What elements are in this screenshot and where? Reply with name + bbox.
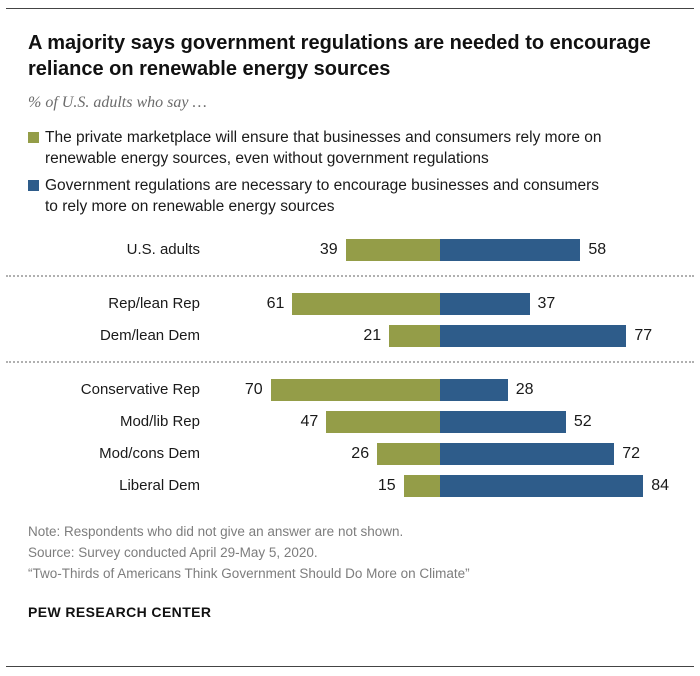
government-value-label: 58: [588, 240, 607, 258]
brand-label: PEW RESEARCH CENTER: [28, 604, 212, 621]
private-bar: [403, 474, 440, 497]
private-bar: [326, 410, 440, 433]
category-label: Liberal Dem: [119, 476, 200, 494]
category-label: Conservative Rep: [80, 380, 200, 398]
note-line: Note: Respondents who did not give an an…: [28, 523, 404, 539]
legend: The private marketplace will ensure that…: [28, 128, 672, 218]
legend-label-private: The private marketplace will ensure that…: [45, 129, 602, 167]
bar-row: Mod/cons Dem 26 72: [28, 442, 672, 466]
private-bar: [377, 442, 440, 465]
private-value-label: 47: [300, 412, 319, 430]
source-line: Source: Survey conducted April 29-May 5,…: [28, 544, 318, 560]
government-value-label: 28: [515, 380, 534, 398]
bar-row: Liberal Dem 15 84: [28, 474, 672, 498]
category-label: Mod/lib Rep: [119, 412, 200, 430]
government-bar: [440, 410, 566, 433]
private-value-label: 15: [377, 476, 396, 494]
government-bar: [440, 238, 581, 261]
private-bar: [389, 324, 440, 347]
government-bar: [440, 442, 615, 465]
bar-row: Mod/lib Rep 47 52: [28, 410, 672, 434]
chart-notes: Note: Respondents who did not give an an…: [28, 522, 672, 585]
government-bar: [440, 324, 627, 347]
private-value-label: 39: [319, 240, 338, 258]
legend-item-private-marketplace: The private marketplace will ensure that…: [28, 128, 672, 170]
category-label: Mod/cons Dem: [99, 444, 200, 462]
bar-row: Conservative Rep 70 28: [28, 378, 672, 402]
category-label: Dem/lean Dem: [99, 326, 200, 344]
government-value-label: 37: [537, 294, 556, 312]
government-value-label: 52: [573, 412, 592, 430]
bar-row: Rep/lean Rep 61 37: [28, 292, 672, 316]
government-value-label: 72: [622, 444, 641, 462]
group-divider: [6, 274, 694, 277]
private-value-label: 26: [351, 444, 370, 462]
government-bar: [440, 292, 530, 315]
chart-subtitle: % of U.S. adults who say …: [28, 94, 207, 111]
page-title: A majority says government regulations a…: [28, 32, 651, 80]
bar-row: Dem/lean Dem 21 77: [28, 324, 672, 348]
category-label: U.S. adults: [126, 240, 200, 258]
legend-label-government: Government regulations are necessary to …: [45, 176, 600, 215]
legend-swatch-government-icon: [28, 179, 39, 191]
private-bar: [292, 292, 440, 315]
legend-swatch-private-icon: [28, 132, 39, 143]
private-value-label: 21: [363, 326, 382, 344]
government-value-label: 77: [634, 326, 653, 344]
bar-row: U.S. adults 39 58: [28, 238, 672, 262]
private-bar: [270, 378, 440, 401]
page: A majority says government regulations a…: [6, 32, 694, 621]
government-bar: [440, 474, 644, 497]
group-divider: [6, 360, 694, 363]
private-value-label: 61: [266, 294, 285, 312]
top-rule: [6, 8, 694, 9]
government-value-label: 84: [651, 476, 670, 494]
government-bar: [440, 378, 508, 401]
private-value-label: 70: [244, 380, 263, 398]
chart: U.S. adults 39 58 Rep/lean Rep 61 37 Dem/lean …: [6, 238, 694, 498]
bottom-rule: [6, 666, 694, 667]
category-label: Rep/lean Rep: [108, 294, 200, 312]
private-bar: [345, 238, 440, 261]
report-title-line: “Two-Thirds of Americans Think Governmen…: [28, 565, 470, 581]
legend-item-government-regulations: Government regulations are necessary to …: [28, 176, 672, 218]
